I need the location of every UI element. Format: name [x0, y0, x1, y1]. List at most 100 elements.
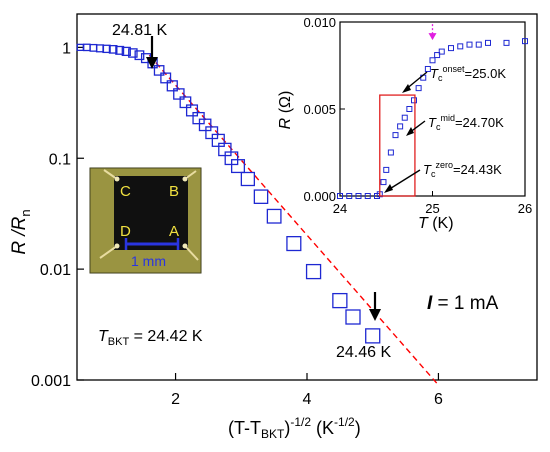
inset-data-point — [475, 41, 482, 48]
inset-data-point — [434, 52, 441, 59]
arrow-24-46 — [369, 292, 381, 321]
lead-d — [99, 245, 118, 259]
main-data-point — [173, 88, 185, 100]
main-y-tick-label: 1 — [62, 40, 71, 57]
contact-b — [182, 176, 188, 182]
contact-c — [114, 176, 120, 182]
main-y-axis-label: R /Rn — [9, 209, 33, 254]
corner-label-a: A — [169, 223, 179, 240]
inset-data-point — [387, 149, 394, 156]
inset-data-point — [415, 85, 422, 92]
lead-c — [103, 169, 118, 180]
inset-y-tick-label: 0.000 — [303, 189, 336, 204]
main-y-ticks: 1 0.1 0.01 0.001 — [31, 40, 84, 390]
onset-marker-head — [428, 33, 437, 41]
onset-marker — [428, 24, 437, 41]
main-data-point — [89, 43, 98, 52]
inset-data-point — [380, 179, 387, 186]
inset-x-tick-label: 25 — [425, 201, 439, 216]
sample-square — [114, 176, 188, 250]
main-data-point — [102, 44, 111, 54]
inset-y-tick-label: 0.010 — [303, 15, 336, 30]
main-data-point — [153, 65, 165, 76]
inset-data-point — [401, 114, 408, 121]
tc-mid-arrow — [406, 120, 426, 136]
inset-x-tick-label: 24 — [333, 201, 347, 216]
tbkt-symbol: T — [98, 328, 109, 345]
corner-label-c: C — [120, 183, 131, 200]
main-x-ticks: 2 4 6 — [171, 373, 443, 408]
main-data-point — [115, 45, 125, 55]
main-data-point — [253, 189, 269, 204]
main-data-point — [179, 96, 192, 109]
main-data-point — [128, 48, 138, 58]
scalebar-label: 1 mm — [131, 253, 166, 269]
inset-plot-frame — [339, 21, 526, 197]
main-data-point — [230, 159, 246, 174]
main-data-point — [266, 208, 282, 224]
tc-onset-label: Tconset=25.0K — [430, 64, 506, 83]
inset-data-point — [411, 97, 417, 104]
tbkt-label: TBKT = 24.42 K — [98, 328, 203, 348]
main-data-point — [365, 328, 381, 344]
main-x-tick-label: 6 — [434, 391, 443, 408]
inset-data-series — [337, 38, 528, 199]
inset-data-point — [438, 48, 445, 55]
main-data-point — [332, 292, 348, 309]
inset-data-point — [355, 193, 362, 199]
tbkt-sub: BKT — [108, 336, 130, 348]
inset-data-point — [429, 57, 436, 64]
main-data-point — [286, 236, 302, 252]
inset-data-point — [503, 39, 510, 46]
inset-data-point — [392, 132, 399, 139]
inset-data-point — [448, 45, 454, 52]
main-x-tick-label: 4 — [303, 391, 312, 408]
tbkt-value: = 24.42 K — [129, 328, 203, 345]
main-data-point — [198, 118, 212, 132]
annotation-24-46: 24.46 K — [336, 344, 391, 361]
inset-data-point — [383, 166, 390, 173]
main-y-tick-label: 0.001 — [31, 373, 71, 390]
main-data-point — [121, 46, 131, 57]
contact-d — [114, 243, 120, 249]
inset-x-axis-label: T (K) — [418, 215, 454, 232]
rt-inset-chart: 24 25 26 0.000 0.005 0.010 Tconset=25.0K Tcm… — [277, 15, 532, 232]
main-x-axis-label: (T-TBKT)-1/2 (K-1/2) — [228, 415, 361, 441]
inset-data-point — [485, 39, 491, 46]
inset-data-point — [457, 43, 464, 50]
main-data-series — [76, 43, 381, 344]
corner-label-d: D — [120, 223, 131, 240]
inset-x-ticks: 24 25 26 — [333, 191, 532, 216]
inset-data-point — [346, 193, 353, 199]
main-data-point — [108, 44, 118, 54]
corner-label-b: B — [169, 183, 179, 200]
inset-data-point — [522, 38, 528, 45]
tc-zero-label: Tczero=24.43K — [423, 160, 502, 179]
main-y-tick-label: 0.1 — [49, 151, 71, 168]
annotation-24-81: 24.81 K — [112, 22, 167, 39]
arrow-24-81 — [146, 36, 158, 69]
main-y-tick-label: 0.01 — [40, 262, 71, 279]
main-x-tick-label: 2 — [171, 391, 180, 408]
current-value: = 1 mA — [432, 293, 498, 314]
main-data-point — [240, 171, 256, 187]
inset-data-point — [466, 41, 473, 48]
inset-y-ticks: 0.000 0.005 0.010 — [303, 15, 345, 204]
tc-onset-arrow — [402, 71, 428, 93]
inset-data-point — [364, 193, 371, 199]
inset-data-point — [397, 123, 404, 130]
inset-data-point — [424, 65, 431, 72]
sample-photo-inset: C B D A 1 mm — [89, 167, 202, 274]
inset-data-point — [406, 106, 413, 112]
main-data-point — [345, 309, 361, 325]
inset-data-point — [337, 193, 343, 199]
main-data-point — [134, 50, 145, 61]
inset-x-tick-label: 26 — [518, 201, 532, 216]
inset-y-tick-label: 0.005 — [303, 102, 336, 117]
main-data-point — [192, 111, 205, 125]
main-data-point — [305, 263, 322, 280]
contact-a — [182, 243, 188, 249]
inset-y-axis-label: R (Ω) — [277, 91, 294, 130]
